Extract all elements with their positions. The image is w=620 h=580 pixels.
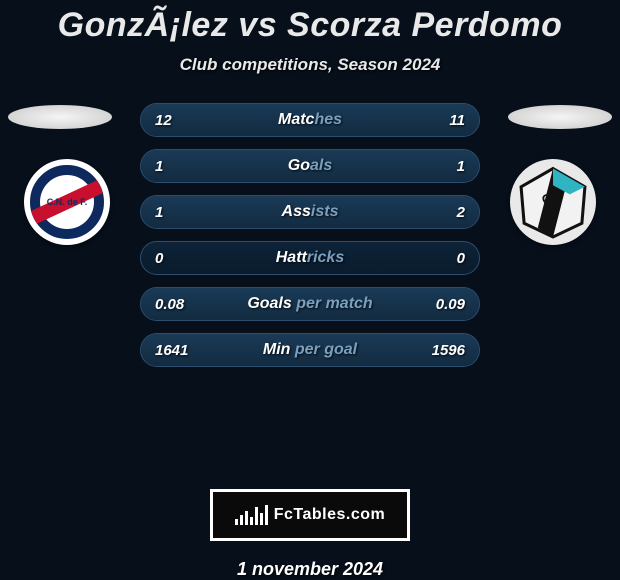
stat-label: Assists: [282, 203, 339, 221]
page-root: GonzÃ¡lez vs Scorza Perdomo Club competi…: [0, 0, 620, 580]
stat-value-left: 12: [155, 104, 172, 136]
stat-label-dim: ists: [311, 203, 339, 220]
page-subtitle: Club competitions, Season 2024: [180, 55, 441, 75]
country-flag-left: [8, 105, 112, 129]
club-badge-left-text: C.N. de F.: [30, 165, 104, 239]
stat-label-dim: per match: [296, 295, 372, 312]
snapshot-date: 1 november 2024: [237, 559, 383, 580]
stat-label-dim: per goal: [295, 341, 357, 358]
stat-value-right: 1: [457, 150, 465, 182]
stat-label: Min per goal: [263, 341, 357, 359]
stat-label-bright: Matc: [278, 111, 314, 128]
stat-value-left: 1: [155, 150, 163, 182]
stat-bar-right: [310, 150, 479, 182]
stat-value-right: 1596: [432, 334, 465, 366]
stat-row: 12 11 Matches: [140, 103, 480, 137]
stat-value-left: 0.08: [155, 288, 184, 320]
stat-label: Matches: [278, 111, 342, 129]
page-title: GonzÃ¡lez vs Scorza Perdomo: [58, 6, 563, 45]
stat-label-dim: hes: [314, 111, 342, 128]
brand-bar: [245, 511, 248, 525]
brand-bars-icon: [235, 505, 268, 525]
stat-label-bright: Ass: [282, 203, 311, 220]
stat-value-right: 11: [449, 104, 465, 136]
stat-value-left: 1: [155, 196, 163, 228]
stat-label: Goals per match: [247, 295, 372, 313]
stat-bar-left: [141, 150, 310, 182]
stat-label-bright: Go: [288, 157, 310, 174]
brand-box: FcTables.com: [210, 489, 410, 541]
brand-bar: [260, 513, 263, 525]
stats-area: C.N. de F. CA 1211Matches11Goals12Assist…: [0, 103, 620, 471]
stat-value-left: 0: [155, 242, 163, 274]
brand-bar: [265, 505, 268, 525]
stat-label-dim: ricks: [307, 249, 344, 266]
stat-row: 0.08 0.09 Goals per match: [140, 287, 480, 321]
stat-rows: 1211Matches11Goals12Assists00Hattricks0.…: [140, 103, 480, 367]
stat-label: Goals: [288, 157, 332, 175]
stat-label-dim: als: [310, 157, 332, 174]
club-badge-right-icon: CA: [515, 164, 591, 240]
brand-text: FcTables.com: [274, 506, 386, 524]
brand-bar: [235, 519, 238, 525]
stat-label-bright: Goals: [247, 295, 296, 312]
stat-label-bright: Min: [263, 341, 295, 358]
stat-row: 1 2 Assists: [140, 195, 480, 229]
stat-value-right: 2: [457, 196, 465, 228]
brand-bar: [240, 515, 243, 525]
country-flag-right: [508, 105, 612, 129]
brand-bar: [250, 517, 253, 525]
stat-row: 1 1 Goals: [140, 149, 480, 183]
stat-row: 0 0 Hattricks: [140, 241, 480, 275]
stat-label-bright: Hatt: [276, 249, 307, 266]
stat-label: Hattricks: [276, 249, 344, 267]
club-badge-right: CA: [510, 159, 596, 245]
stat-value-left: 1641: [155, 334, 188, 366]
club-badge-left: C.N. de F.: [24, 159, 110, 245]
stat-row: 1641 1596 Min per goal: [140, 333, 480, 367]
stat-value-right: 0.09: [436, 288, 465, 320]
stat-value-right: 0: [457, 242, 465, 274]
brand-bar: [255, 507, 258, 525]
